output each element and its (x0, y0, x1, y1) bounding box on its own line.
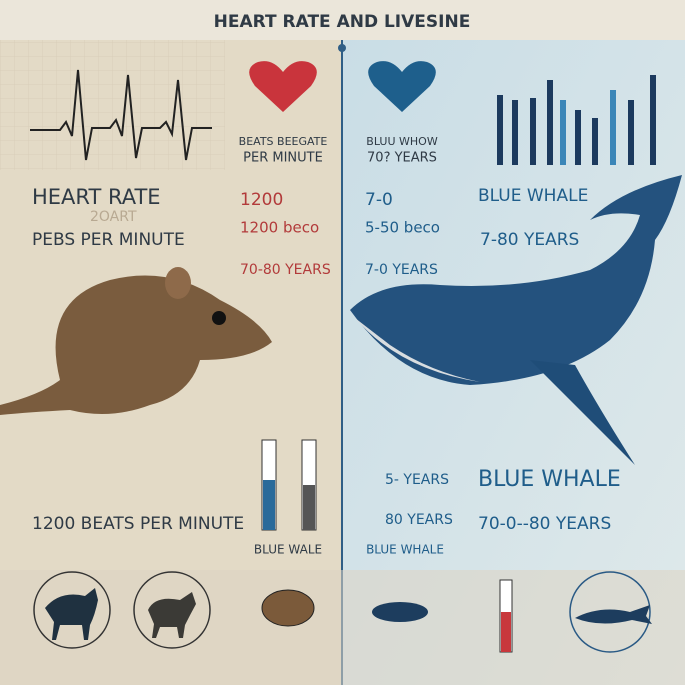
heading: HEART RATE (32, 185, 161, 209)
whale-fin (530, 360, 635, 465)
ghost-text: 2OART (90, 209, 137, 225)
stat: 1200 (240, 190, 283, 210)
bar (610, 90, 616, 165)
bar-fill (263, 480, 275, 530)
bar (512, 100, 518, 165)
stat: 5-50 beco (365, 219, 440, 237)
whale-icon (575, 605, 652, 624)
bar (530, 98, 536, 165)
stat: 1200 beco (240, 219, 319, 237)
bar-fill (303, 485, 315, 530)
stat: 70-80 YEARS (240, 262, 331, 278)
thermo-fill (501, 612, 511, 652)
lifespan: 7-80 YEARS (480, 230, 579, 250)
mouse-body (0, 275, 272, 415)
icon-circle (133, 571, 211, 649)
whale-body (350, 175, 682, 385)
bar (497, 95, 503, 165)
caption-line: PER MINUTE (243, 151, 323, 166)
title: HEART RATE AND LIVESINE (214, 12, 471, 32)
stat: 7-0 (365, 190, 393, 210)
turtle-icon (261, 589, 315, 627)
bar (547, 80, 553, 165)
mouse-ear (165, 267, 191, 299)
label: BLUE WALE (254, 543, 322, 557)
stat: 80 YEARS (385, 512, 453, 528)
footer-text: 1200 BEATS PER MINUTE (32, 514, 244, 534)
bar-chart (497, 75, 656, 165)
icon-circle (33, 571, 111, 649)
bar (650, 75, 656, 165)
ecg-grid (0, 40, 225, 170)
caption-line: BLUU WHOW (366, 135, 438, 148)
ecg-line (30, 69, 212, 161)
bar (628, 100, 634, 165)
whale (350, 175, 682, 465)
footer-heading: BLUE WHALE (478, 467, 621, 492)
bottom-strip (0, 570, 685, 685)
footer-lifespan: 70-0--80 YEARS (478, 514, 611, 534)
animal-icon (148, 592, 196, 638)
fish-icon (372, 602, 428, 622)
icon-circle (569, 571, 651, 653)
bar (575, 110, 581, 165)
caption-line: 70? YEARS (367, 151, 437, 166)
bar (592, 118, 598, 165)
divider-dot (338, 44, 346, 52)
bar (560, 100, 566, 165)
animal-icon (45, 588, 98, 640)
subheading: PEBS PER MINUTE (32, 230, 185, 250)
stat: 7-0 YEARS (365, 262, 438, 278)
caption-line: BEATS BEEGATE (239, 135, 328, 148)
label: BLUE WHALE (366, 543, 444, 557)
stat: 5- YEARS (385, 472, 449, 488)
heart-icon (368, 61, 436, 112)
mouse-eye (212, 311, 226, 325)
mouse (0, 267, 272, 415)
heading: BLUE WHALE (478, 186, 588, 206)
heart-icon (249, 61, 317, 112)
